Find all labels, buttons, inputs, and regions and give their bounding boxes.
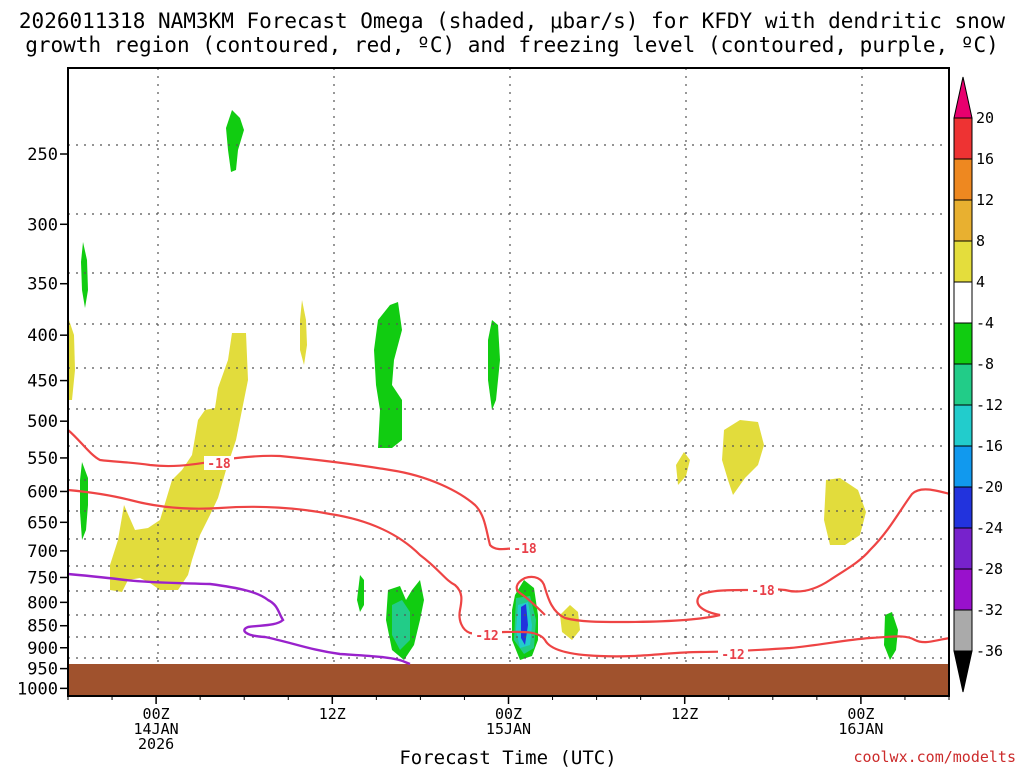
- colorbar-label: -8: [976, 355, 994, 373]
- colorbar-swatch: [953, 363, 973, 406]
- ground-surface: [68, 664, 949, 696]
- omega-yellow-400mb-streak: [300, 300, 307, 365]
- colorbar-swatch: [953, 650, 973, 693]
- label-bg-18b: [510, 541, 540, 555]
- x-tick-label: 00Z: [495, 705, 522, 723]
- x-tick-label: 00Z: [143, 705, 170, 723]
- colorbar-swatch: [953, 240, 973, 283]
- x-tick-label: 12Z: [319, 705, 346, 723]
- colorbar-label: -4: [976, 314, 994, 332]
- colorbar-swatch: [953, 568, 973, 611]
- colorbar-label: -16: [976, 437, 1003, 455]
- colorbar-label: -28: [976, 560, 1003, 578]
- colorbar-swatch: [953, 609, 973, 652]
- x-tick-label: 2026: [138, 735, 174, 753]
- plot-area: [68, 68, 949, 696]
- y-tick-label: 450: [27, 372, 58, 392]
- colorbar-label: -20: [976, 478, 1003, 496]
- colorbar-swatch: [953, 199, 973, 242]
- omega-blue-core-b: [521, 604, 528, 645]
- colorbar-swatch: [953, 486, 973, 529]
- colorbar-swatch: [953, 445, 973, 488]
- y-tick-label: 950: [27, 660, 58, 680]
- pressure-gridlines: [68, 144, 949, 659]
- y-tick-label: 350: [27, 275, 58, 295]
- y-tick-label: 500: [27, 412, 58, 432]
- y-tick-label: 700: [27, 542, 58, 562]
- y-tick-label: 600: [27, 482, 58, 502]
- y-tick-label: 550: [27, 449, 58, 469]
- x-tick-label: 14JAN: [134, 720, 179, 738]
- omega-green-350mb: [81, 242, 88, 308]
- x-axis-label: Forecast Time (UTC): [399, 747, 616, 768]
- colorbar-swatch: [953, 404, 973, 447]
- contour-label-minus12-a: -12: [475, 629, 498, 644]
- colorbar-label: -24: [976, 519, 1003, 537]
- y-tick-label: 850: [27, 617, 58, 637]
- contour-label-minus12-b: -12: [721, 648, 744, 663]
- y-tick-label: 650: [27, 513, 58, 533]
- colorbar-label: 4: [976, 273, 985, 291]
- omega-green-thin-1: [488, 320, 500, 410]
- y-tick-label: 900: [27, 639, 58, 659]
- y-tick-label: 300: [27, 215, 58, 235]
- contour-minus18: [67, 429, 519, 551]
- y-tick-label: 250: [27, 145, 58, 165]
- contour-minus18-b: [515, 488, 951, 624]
- colorbar-swatch: [953, 117, 973, 160]
- omega-green-left-600mb: [80, 462, 88, 540]
- omega-green-left-small: [357, 575, 364, 612]
- contour-labels: -18 -18 -18 -12 -12: [204, 456, 778, 663]
- colorbar-swatch: [953, 527, 973, 570]
- x-tick-label: 16JAN: [838, 720, 883, 738]
- y-axis: 2503003504004505005506006507007508008509…: [17, 145, 68, 699]
- label-bg-12b: [718, 647, 748, 661]
- omega-green-400-500mb: [374, 302, 402, 448]
- chart-title-line1: 2026011318 NAM3KM Forecast Omega (shaded…: [19, 9, 1006, 33]
- contour-label-minus18-a: -18: [207, 457, 231, 472]
- omega-green-250mb: [226, 110, 244, 172]
- colorbar-swatch: [953, 158, 973, 201]
- contour-freezing: [67, 572, 411, 666]
- omega-yellow-left-edge: [69, 320, 75, 400]
- colorbar-swatch: [953, 322, 973, 365]
- x-tick-label: 12Z: [671, 705, 698, 723]
- y-tick-label: 750: [27, 568, 58, 588]
- y-tick-label: 1000: [17, 679, 58, 699]
- label-bg-18c: [748, 583, 778, 597]
- colorbar: 20 16 12 8 4 -4 -8 -12 -16 -20 -24 -28 -32 -36: [953, 76, 1003, 693]
- colorbar-label: 8: [976, 232, 985, 250]
- x-tick-label: 00Z: [847, 705, 874, 723]
- colorbar-label: 12: [976, 191, 994, 209]
- omega-yellow-lowlevel: [560, 605, 580, 640]
- y-tick-label: 800: [27, 593, 58, 613]
- contour-label-minus18-c: -18: [751, 584, 775, 599]
- contour-label-minus18-b: -18: [513, 542, 537, 557]
- colorbar-label: -36: [976, 642, 1003, 660]
- y-tick-label: 400: [27, 326, 58, 346]
- label-bg-18a: [204, 456, 234, 470]
- time-gridlines: [157, 68, 863, 664]
- colorbar-label: -12: [976, 396, 1003, 414]
- credit-text: coolwx.com/modelts: [853, 748, 1016, 766]
- chart-title-line2: growth region (contoured, red, ºC) and f…: [25, 33, 999, 57]
- x-tick-label: 15JAN: [486, 720, 531, 738]
- colorbar-label: 16: [976, 150, 994, 168]
- colorbar-label: 20: [976, 109, 994, 127]
- colorbar-label: -32: [976, 601, 1003, 619]
- colorbar-swatch: [953, 76, 973, 119]
- freezing-contours: [67, 572, 411, 666]
- colorbar-swatch: [953, 281, 973, 324]
- label-bg-12a: [472, 628, 502, 642]
- omega-yellow-day2-blob1: [722, 420, 764, 495]
